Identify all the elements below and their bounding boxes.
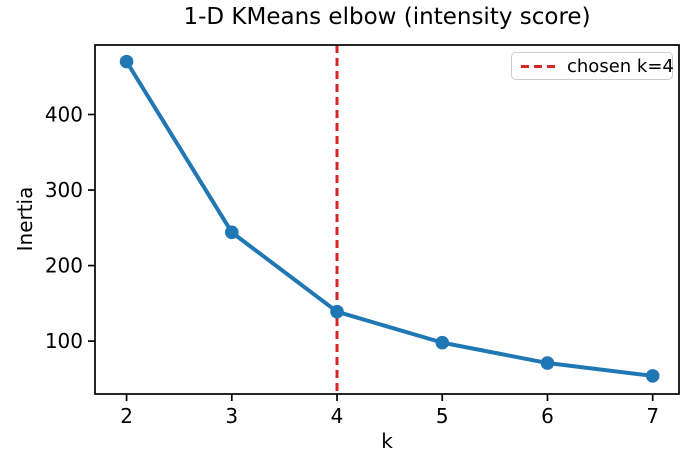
data-point [645,369,660,383]
data-point [224,225,239,240]
x-tick-label: 2 [120,404,133,428]
data-point [119,54,134,69]
legend-label: chosen k=4 [567,55,674,77]
x-tick-label: 4 [331,404,344,428]
y-tick-label: 300 [45,178,83,202]
data-point [330,304,344,319]
inertia-line [124,59,655,378]
x-tick-label: 7 [646,404,659,428]
y-tick-label: 400 [45,102,83,126]
axes-spines [94,44,680,395]
data-point [540,356,555,370]
data-point [435,335,450,350]
y-tick-label: 100 [45,329,83,353]
x-tick-label: 5 [436,404,449,428]
x-tick-label: 6 [541,404,554,428]
x-axis-label: k [381,429,393,453]
y-axis-label: Inertia [13,186,37,252]
legend: chosen k=4 [511,52,674,80]
chart-title: 1-D KMeans elbow (intensity score) [183,4,591,30]
dashed-line-swatch [521,64,558,68]
x-tick-label: 3 [225,404,238,428]
y-tick-label: 200 [45,254,83,278]
